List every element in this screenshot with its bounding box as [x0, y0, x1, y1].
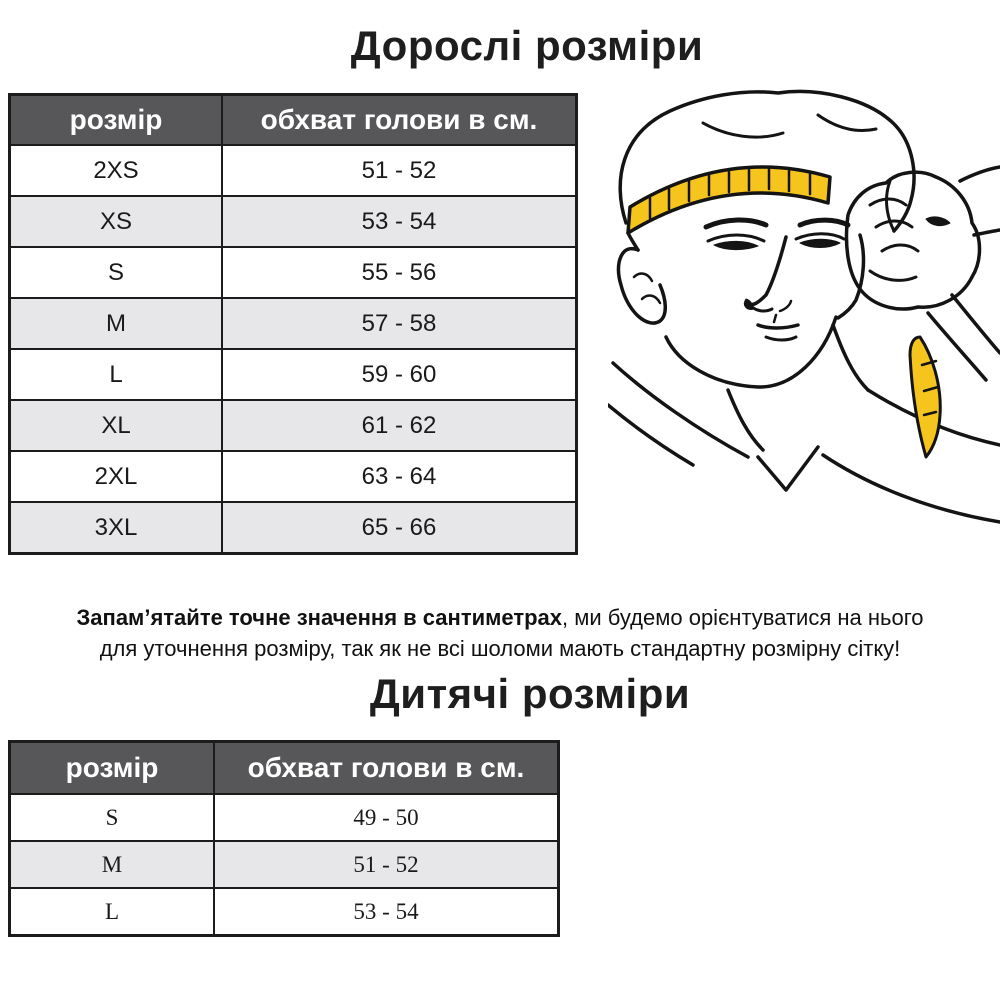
fist-outline	[844, 170, 982, 311]
chest-line	[821, 453, 1000, 524]
kids-sizes-title: Дитячі розміри	[369, 670, 691, 717]
table-row: XL 61 - 62	[8, 399, 578, 452]
upper-lip	[756, 323, 800, 330]
eyebrow-left	[703, 217, 769, 230]
neck-left	[726, 388, 765, 452]
column-header-size: розмір	[8, 93, 223, 146]
size-cell: M	[8, 840, 215, 889]
range-cell: 51 - 52	[213, 840, 560, 889]
table-row: S 49 - 50	[8, 793, 560, 842]
forearm-mid	[972, 228, 1000, 237]
size-cell: M	[8, 297, 223, 350]
arm-down	[950, 293, 1000, 355]
range-cell: 53 - 54	[221, 195, 578, 248]
eyebrow-right	[797, 217, 851, 228]
table-row: M 51 - 52	[8, 840, 560, 889]
table-row: 3XL 65 - 66	[8, 501, 578, 555]
ear-inner	[632, 272, 654, 283]
measurement-note: Запам’ятайте точне значення в сантиметра…	[0, 602, 1000, 664]
range-cell: 65 - 66	[221, 501, 578, 555]
lower-lip	[764, 335, 798, 342]
shoulder-left	[611, 361, 750, 459]
thumb-line	[868, 269, 918, 282]
collar	[756, 445, 820, 492]
table-header-row: розмір обхват голови в см.	[8, 93, 578, 146]
range-cell: 57 - 58	[221, 297, 578, 350]
eyelid-left	[706, 233, 766, 243]
range-cell: 51 - 52	[221, 144, 578, 197]
eye-left	[713, 240, 759, 251]
eye-right	[799, 238, 841, 248]
table-row: L 59 - 60	[8, 348, 578, 401]
right-temple	[836, 233, 866, 320]
hair-wave	[701, 121, 785, 139]
table-row: S 55 - 56	[8, 246, 578, 299]
size-cell: XL	[8, 399, 223, 452]
philtrum	[772, 313, 778, 324]
cheek-jaw	[664, 315, 838, 389]
size-cell: S	[8, 246, 223, 299]
range-cell: 59 - 60	[221, 348, 578, 401]
arm-down-2	[926, 311, 988, 382]
size-cell: L	[8, 887, 215, 937]
hair-wave	[816, 113, 878, 132]
table-row: XS 53 - 54	[8, 195, 578, 248]
size-cell: L	[8, 348, 223, 401]
note-text-line2: для уточнення розміру, так як не всі шол…	[99, 636, 901, 661]
eyelid-right	[794, 232, 846, 241]
kids-sizes-table: розмір обхват голови в см. S 49 - 50 M 5…	[8, 740, 560, 937]
note-bold-text: Запам’ятайте точне значення в сантиметра…	[76, 605, 563, 630]
size-cell: XS	[8, 195, 223, 248]
table-row: L 53 - 54	[8, 887, 560, 937]
size-cell: 2XL	[8, 450, 223, 503]
tape-tail-marks	[920, 359, 940, 417]
tape-band	[626, 165, 832, 235]
range-cell: 61 - 62	[221, 399, 578, 452]
range-cell: 63 - 64	[221, 450, 578, 503]
table-header-row: розмір обхват голови в см.	[8, 740, 560, 795]
size-cell: S	[8, 793, 215, 842]
column-header-circumference: обхват голови в см.	[213, 740, 560, 795]
head-measurement-illustration	[608, 89, 1000, 524]
note-text: , ми будемо орієнтуватися на нього	[562, 605, 924, 630]
temple-line	[626, 231, 640, 252]
ear-inner	[640, 294, 662, 305]
column-header-circumference: обхват голови в см.	[221, 93, 578, 146]
size-cell: 3XL	[8, 501, 223, 555]
range-cell: 55 - 56	[221, 246, 578, 299]
finger-curl	[880, 243, 920, 253]
nose-side	[778, 299, 793, 313]
range-cell: 49 - 50	[213, 793, 560, 842]
size-cell: 2XS	[8, 144, 223, 197]
finger-shadow	[925, 216, 951, 227]
table-row: M 57 - 58	[8, 297, 578, 350]
shoulder-left-2	[608, 403, 695, 467]
ear	[616, 246, 667, 325]
range-cell: 53 - 54	[213, 887, 560, 937]
finger-curl	[874, 219, 914, 229]
nostril-dark	[743, 298, 755, 310]
table-row: 2XS 51 - 52	[8, 144, 578, 197]
tape-marks	[648, 167, 812, 220]
column-header-size: розмір	[8, 740, 215, 795]
adult-sizes-title: Дорослі розміри	[350, 22, 704, 69]
forearm-top	[958, 165, 1000, 183]
hair-side	[885, 179, 896, 233]
hair-outline	[618, 89, 916, 233]
adult-sizes-table: розмір обхват голови в см. 2XS 51 - 52 X…	[8, 93, 578, 555]
tape-tail	[908, 335, 942, 459]
finger-curl	[868, 197, 908, 207]
neck-right	[831, 323, 870, 392]
table-row: 2XL 63 - 64	[8, 450, 578, 503]
